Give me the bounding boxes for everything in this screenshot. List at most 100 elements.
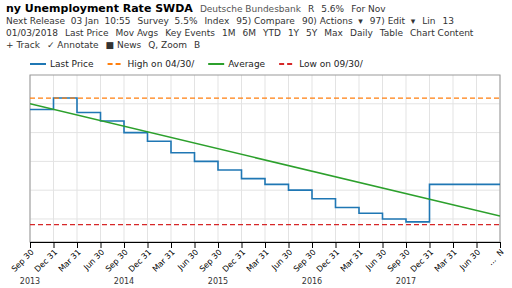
grid-line-x <box>406 75 407 242</box>
grid-line-x <box>335 75 336 242</box>
annotation: 2015 <box>208 277 228 286</box>
grid-line-y <box>30 161 500 162</box>
grid-line-x <box>476 75 477 242</box>
annotation: 97) Edit ▾ <box>370 15 416 27</box>
x-tick: Jun 30 <box>81 242 106 273</box>
x-tick: Sep 30 <box>198 242 224 274</box>
x-tick-label: Dec 31 <box>127 248 153 274</box>
reference-line <box>30 224 500 225</box>
x-tick-mark <box>195 242 196 248</box>
annotation: Q, Zoom <box>148 39 187 51</box>
x-tick: ... N <box>486 242 506 267</box>
x-tick: Sep 30 <box>386 242 412 274</box>
x-tick-label: Mar 31 <box>433 248 459 274</box>
x-tick-label: Dec 31 <box>221 248 247 274</box>
x-tick-label: Sep 30 <box>386 248 412 274</box>
x-tick-label: Mar 31 <box>245 248 271 274</box>
x-tick-mark <box>30 242 31 248</box>
annotation: For Nov <box>351 3 386 15</box>
annotation: 01/03/2018 <box>6 27 58 39</box>
legend-label: Low on 09/30/ <box>299 59 364 69</box>
annotation: 2016 <box>302 277 322 286</box>
x-tick-label: Jun 30 <box>175 248 200 273</box>
chart: Sep 30Dec 31Mar 31Jun 30Sep 30Dec 31Mar … <box>0 53 512 288</box>
x-tick-label: Mar 31 <box>151 248 177 274</box>
x-tick-mark <box>242 242 243 248</box>
x-tick: Mar 31 <box>433 242 459 274</box>
legend-item: High on 04/30/ <box>108 59 196 69</box>
x-tick-label: Mar 31 <box>57 248 83 274</box>
annotation: 1Y <box>288 27 299 39</box>
annotation: Chart Content <box>410 27 473 39</box>
x-tick-label: Jun 30 <box>457 248 482 273</box>
grid-line-x <box>124 75 125 242</box>
annotation: 2014 <box>114 277 134 286</box>
x-tick-mark <box>312 242 313 248</box>
annotation: Key Events <box>165 27 215 39</box>
x-tick-label: Dec 31 <box>33 248 59 274</box>
annotation: 5.6% <box>321 3 344 15</box>
legend-swatch <box>208 63 224 65</box>
x-tick: Dec 31 <box>315 242 341 274</box>
legend-item: Last Price <box>30 59 94 69</box>
annotation: R <box>308 3 314 15</box>
x-tick-mark <box>359 242 360 248</box>
grid-line-x <box>218 75 219 242</box>
x-tick-mark <box>406 242 407 248</box>
header: ny Unemployment Rate SWDADeutsche Bundes… <box>0 0 512 53</box>
x-tick-mark <box>124 242 125 248</box>
x-tick: Jun 30 <box>175 242 200 273</box>
grid-line-y <box>30 132 500 133</box>
x-axis: Sep 30Dec 31Mar 31Jun 30Sep 30Dec 31Mar … <box>10 242 506 274</box>
x-tick: Mar 31 <box>57 242 83 274</box>
legend: Last Price High on 04/30/Average Low on 09… <box>30 59 364 69</box>
x-tick-label: Jun 30 <box>269 248 294 273</box>
x-tick-mark <box>500 242 501 248</box>
x-tick: Mar 31 <box>339 242 365 274</box>
legend-item: Average <box>208 59 265 69</box>
legend-label: Last Price <box>50 59 94 69</box>
annotation: 2017 <box>396 277 416 286</box>
x-tick-mark <box>289 242 290 248</box>
x-tick: Sep 30 <box>292 242 318 274</box>
x-tick-label: Jun 30 <box>81 248 106 273</box>
legend-label: High on 04/30/ <box>128 59 196 69</box>
x-tick: Mar 31 <box>151 242 177 274</box>
annotation: Last Price <box>65 27 109 39</box>
x-tick-label: Sep 30 <box>10 248 36 274</box>
x-tick-label: Dec 31 <box>315 248 341 274</box>
x-tick: Jun 30 <box>363 242 388 273</box>
plot-frame <box>30 75 500 242</box>
x-tick-label: ... N <box>486 248 506 268</box>
legend-label: Average <box>228 59 265 69</box>
grid-line-x <box>312 75 313 242</box>
x-tick-mark <box>148 242 149 248</box>
annotation: ■ News <box>106 39 142 51</box>
annotation: + Track <box>6 39 40 51</box>
annotation: Next Release 03 Jan 10:55 <box>6 15 131 27</box>
x-tick: Dec 31 <box>127 242 153 274</box>
annotation: Lin <box>422 15 435 27</box>
x-tick-label: Sep 30 <box>292 248 318 274</box>
x-axis-line <box>31 243 501 249</box>
x-tick-label: Mar 31 <box>339 248 365 274</box>
grid-line-x <box>147 75 148 242</box>
x-tick: Dec 31 <box>409 242 435 274</box>
x-tick-mark <box>265 242 266 248</box>
annotation: Index <box>204 15 229 27</box>
annotation: 2013 <box>20 277 40 286</box>
grid-line-x <box>241 75 242 242</box>
grid-line-x <box>265 75 266 242</box>
plot-area <box>30 98 500 225</box>
annotation: 1M <box>222 27 236 39</box>
x-tick-mark <box>383 242 384 248</box>
annotation: 13 <box>443 15 454 27</box>
grid-line-x <box>453 75 454 242</box>
annotation: Survey 5.5% <box>138 15 198 27</box>
x-tick-mark <box>54 242 55 248</box>
annotation: Mov Avgs <box>115 27 158 39</box>
legend-swatch <box>30 63 46 65</box>
annotation: 90) Actions ▾ <box>302 15 363 27</box>
x-tick-mark <box>477 242 478 248</box>
grid-line-x <box>359 75 360 242</box>
